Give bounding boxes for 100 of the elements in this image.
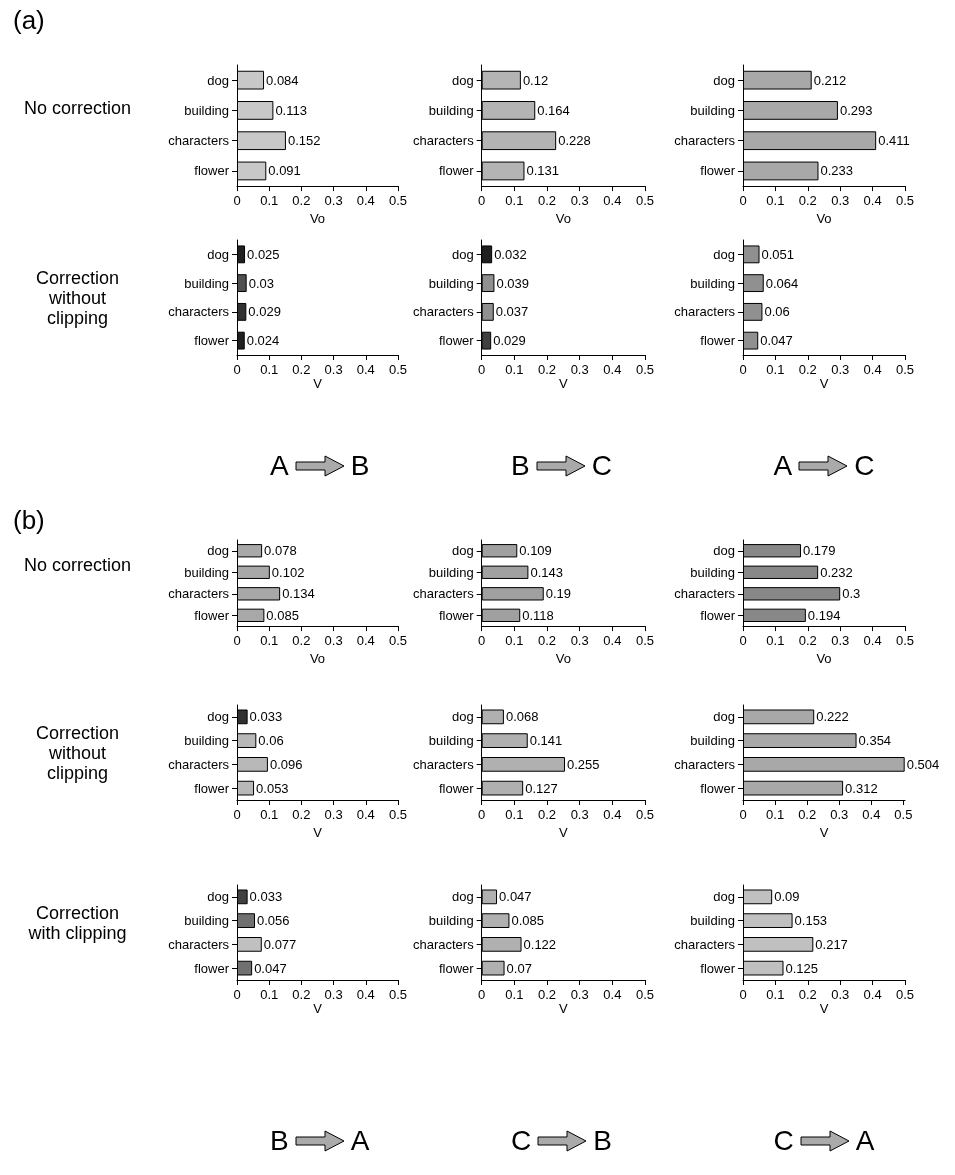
x-tick-label: 0.5 — [895, 987, 915, 1002]
x-tick-label: 0.2 — [537, 193, 557, 209]
x-tick-label: 0 — [478, 633, 486, 649]
x-tick-label: 0.1 — [260, 633, 279, 649]
x-tick-label: 0.5 — [894, 807, 913, 822]
data-label: 0.125 — [785, 960, 819, 976]
x-tick-label: 0.2 — [798, 633, 817, 649]
data-label: 0.232 — [820, 564, 853, 580]
x-tick-label: 0.5 — [635, 633, 655, 649]
x-tick-label: 0.1 — [766, 193, 785, 209]
y-tick-label: flower — [439, 163, 475, 179]
x-tick-label: 0.4 — [603, 807, 622, 822]
x-tick-label: 0.3 — [570, 193, 589, 209]
x-tick-label: 0.3 — [324, 193, 343, 209]
x-tick-label: 0.4 — [356, 633, 375, 649]
y-tick-label: flower — [700, 780, 736, 796]
y-tick-label: dog — [207, 709, 229, 725]
data-label: 0.06 — [258, 733, 284, 749]
x-tick-label: 0.2 — [537, 633, 557, 649]
data-label: 0.029 — [493, 333, 526, 349]
x-tick-label: 0.2 — [798, 807, 817, 822]
data-label: 0.053 — [256, 780, 289, 796]
x-tick-label: 0.5 — [388, 633, 407, 649]
y-tick-label: building — [184, 913, 229, 929]
text: B — [350, 450, 370, 482]
data-label: 0.025 — [247, 246, 280, 262]
x-tick-label: 0.4 — [603, 987, 622, 1002]
x-axis-title: V — [819, 824, 829, 840]
x-tick-label: 0 — [739, 807, 747, 822]
data-label: 0.096 — [269, 756, 303, 772]
x-axis-title: Vo — [555, 211, 571, 226]
x-tick-label: 0.5 — [635, 987, 655, 1002]
data-label: 0.12 — [522, 72, 549, 88]
data-label: 0.153 — [794, 913, 828, 929]
y-axis-title: Correction with clipping — [27, 902, 128, 943]
y-tick-label: dog — [713, 889, 735, 905]
x-tick-label: 0.5 — [388, 807, 407, 822]
data-label: 0.217 — [815, 936, 848, 952]
y-tick-label: dog — [207, 889, 229, 905]
y-tick-label: flower — [700, 333, 736, 349]
y-tick-label: dog — [713, 72, 735, 88]
x-tick-label: 0.4 — [356, 362, 375, 377]
data-label: 0.312 — [845, 780, 878, 796]
x-axis-title: Vo — [816, 211, 832, 226]
text: A — [270, 450, 289, 482]
x-tick-label: 0.4 — [863, 987, 882, 1002]
x-tick-label: 0.1 — [766, 987, 785, 1002]
text: B — [270, 1125, 289, 1157]
data-label: 0.091 — [268, 163, 301, 179]
data-label: 0.033 — [249, 889, 283, 905]
x-tick-label: 0.4 — [863, 362, 882, 377]
data-label: 0.033 — [249, 709, 283, 725]
y-tick-label: characters — [168, 936, 230, 952]
x-tick-label: 0.3 — [570, 807, 589, 822]
y-tick-label: dog — [713, 543, 735, 559]
y-axis-title: No correction — [22, 555, 132, 575]
data-label: 0.047 — [254, 960, 287, 976]
y-tick-label: flower — [700, 960, 736, 976]
y-tick-label: flower — [194, 607, 230, 623]
x-tick-label: 0.2 — [537, 807, 557, 822]
y-tick-label: flower — [194, 960, 230, 976]
y-tick-label: building — [690, 275, 735, 291]
data-label: 0.024 — [246, 333, 280, 349]
x-tick-label: 0.5 — [635, 807, 655, 822]
x-tick-label: 0.1 — [505, 807, 524, 822]
data-label: 0.255 — [566, 756, 600, 772]
x-tick-label: 0.5 — [895, 633, 915, 649]
data-label: 0.354 — [858, 733, 892, 749]
x-tick-label: 0.1 — [766, 362, 785, 377]
x-tick-label: 0.5 — [388, 193, 407, 209]
data-label: 0.222 — [816, 709, 849, 725]
x-tick-label: 0.4 — [603, 193, 622, 209]
data-label: 0.085 — [266, 607, 299, 623]
x-tick-label: 0.1 — [505, 362, 524, 377]
data-label: 0.109 — [519, 543, 552, 559]
text: A — [350, 1125, 370, 1157]
data-label: 0.064 — [765, 275, 799, 291]
x-tick-label: 0 — [233, 193, 241, 209]
y-tick-label: flower — [194, 333, 230, 349]
x-axis-title: Vo — [309, 651, 326, 666]
x-tick-label: 0.2 — [798, 987, 817, 1002]
data-label: 0.233 — [820, 163, 854, 179]
data-label: 0.039 — [496, 275, 529, 291]
x-tick-label: 0.5 — [635, 362, 655, 377]
x-tick-label: 0 — [478, 193, 486, 209]
text: A — [773, 450, 793, 482]
y-tick-label: dog — [207, 543, 229, 559]
y-tick-label: dog — [451, 543, 474, 559]
y-tick-label: dog — [451, 246, 474, 262]
x-tick-label: 0.1 — [766, 807, 785, 822]
y-tick-label: characters — [412, 586, 475, 602]
y-axis-title: No correction — [22, 97, 132, 118]
x-tick-label: 0.5 — [895, 362, 915, 377]
data-label: 0.056 — [257, 913, 290, 929]
x-tick-label: 0.1 — [505, 987, 524, 1002]
text: C — [511, 1125, 532, 1157]
x-tick-label: 0.3 — [324, 987, 343, 1002]
y-tick-label: flower — [439, 780, 475, 796]
text: (b) — [13, 505, 45, 535]
y-tick-label: flower — [439, 607, 475, 623]
